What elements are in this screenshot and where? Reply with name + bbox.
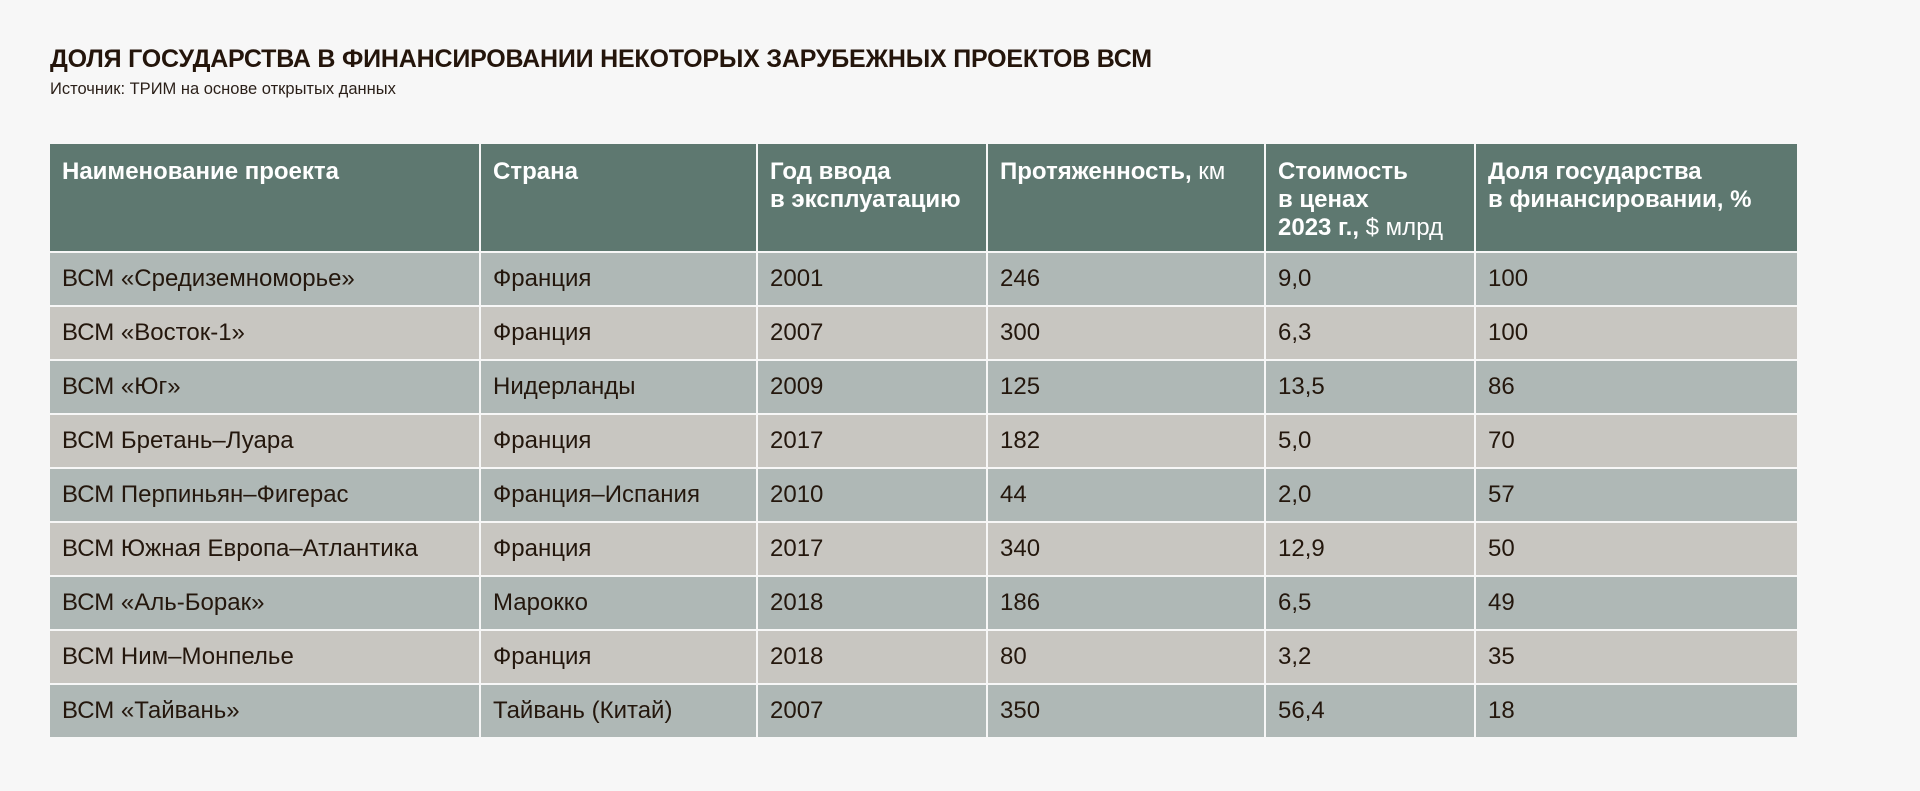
column-header-state-share: Доля государства в финансировании, % (1476, 144, 1797, 251)
cell-state-share: 100 (1476, 253, 1797, 305)
header-label-line1: Стоимость (1278, 158, 1408, 185)
cell-country: Франция–Испания (481, 469, 756, 521)
cell-state-share: 35 (1476, 631, 1797, 683)
header-label-line2: в финансировании, % (1488, 186, 1752, 213)
cell-year: 2018 (758, 577, 986, 629)
source-note: Источник: ТРИМ на основе открытых данных (50, 80, 396, 98)
cell-year: 2001 (758, 253, 986, 305)
cell-year: 2017 (758, 523, 986, 575)
cell-length: 300 (988, 307, 1264, 359)
cell-state-share: 50 (1476, 523, 1797, 575)
cell-project-name: ВСМ «Восток-1» (50, 307, 479, 359)
cell-cost: 12,9 (1266, 523, 1474, 575)
header-label: Страна (493, 158, 578, 185)
cell-length: 44 (988, 469, 1264, 521)
page-title: ДОЛЯ ГОСУДАРСТВА В ФИНАНСИРОВАНИИ НЕКОТО… (50, 45, 1152, 73)
cell-state-share: 100 (1476, 307, 1797, 359)
cell-length: 350 (988, 685, 1264, 737)
cell-cost: 2,0 (1266, 469, 1474, 521)
cell-year: 2007 (758, 685, 986, 737)
header-label: Протяженность, (1000, 158, 1192, 185)
cell-state-share: 70 (1476, 415, 1797, 467)
cell-country: Франция (481, 631, 756, 683)
table-row: ВСМ «Юг» Нидерланды 2009 125 13,5 86 (50, 361, 1797, 413)
cell-country: Франция (481, 415, 756, 467)
table-row: ВСМ Ним–Монпелье Франция 2018 80 3,2 35 (50, 631, 1797, 683)
column-header-length: Протяженность, км (988, 144, 1264, 251)
cell-length: 340 (988, 523, 1264, 575)
cell-project-name: ВСМ Южная Европа–Атлантика (50, 523, 479, 575)
cell-cost: 6,3 (1266, 307, 1474, 359)
table-header-row: Наименование проекта Страна Год ввода в … (50, 144, 1797, 251)
header-label-line3: 2023 г., (1278, 214, 1359, 241)
column-header-project-name: Наименование проекта (50, 144, 479, 251)
table-row: ВСМ «Аль-Борак» Марокко 2018 186 6,5 49 (50, 577, 1797, 629)
cell-length: 246 (988, 253, 1264, 305)
cell-state-share: 49 (1476, 577, 1797, 629)
cell-country: Марокко (481, 577, 756, 629)
cell-length: 125 (988, 361, 1264, 413)
cell-cost: 3,2 (1266, 631, 1474, 683)
cell-cost: 5,0 (1266, 415, 1474, 467)
cell-length: 186 (988, 577, 1264, 629)
cell-country: Франция (481, 253, 756, 305)
table-row: ВСМ Бретань–Луара Франция 2017 182 5,0 7… (50, 415, 1797, 467)
cell-project-name: ВСМ Бретань–Луара (50, 415, 479, 467)
cell-country: Тайвань (Китай) (481, 685, 756, 737)
cell-year: 2007 (758, 307, 986, 359)
table-row: ВСМ Перпиньян–Фигерас Франция–Испания 20… (50, 469, 1797, 521)
header-unit: $ млрд (1359, 214, 1443, 241)
column-header-cost: Стоимость в ценах 2023 г., $ млрд (1266, 144, 1474, 251)
cell-cost: 13,5 (1266, 361, 1474, 413)
cell-project-name: ВСМ «Аль-Борак» (50, 577, 479, 629)
cell-cost: 6,5 (1266, 577, 1474, 629)
cell-cost: 56,4 (1266, 685, 1474, 737)
cell-length: 80 (988, 631, 1264, 683)
table-row: ВСМ «Восток-1» Франция 2007 300 6,3 100 (50, 307, 1797, 359)
cell-year: 2009 (758, 361, 986, 413)
cell-state-share: 18 (1476, 685, 1797, 737)
cell-project-name: ВСМ «Средиземноморье» (50, 253, 479, 305)
table-row: ВСМ «Тайвань» Тайвань (Китай) 2007 350 5… (50, 685, 1797, 737)
cell-year: 2018 (758, 631, 986, 683)
header-unit: км (1191, 158, 1226, 185)
projects-table: Наименование проекта Страна Год ввода в … (48, 142, 1799, 739)
header-label: Наименование проекта (62, 158, 340, 185)
column-header-year: Год ввода в эксплуатацию (758, 144, 986, 251)
cell-project-name: ВСМ Ним–Монпелье (50, 631, 479, 683)
cell-state-share: 57 (1476, 469, 1797, 521)
cell-length: 182 (988, 415, 1264, 467)
cell-country: Франция (481, 307, 756, 359)
cell-country: Нидерланды (481, 361, 756, 413)
cell-project-name: ВСМ Перпиньян–Фигерас (50, 469, 479, 521)
header-label-line2: в ценах (1278, 186, 1369, 213)
cell-country: Франция (481, 523, 756, 575)
cell-project-name: ВСМ «Тайвань» (50, 685, 479, 737)
header-label-line1: Год ввода (770, 158, 891, 185)
table-row: ВСМ «Средиземноморье» Франция 2001 246 9… (50, 253, 1797, 305)
table-row: ВСМ Южная Европа–Атлантика Франция 2017 … (50, 523, 1797, 575)
column-header-country: Страна (481, 144, 756, 251)
header-label-line1: Доля государства (1488, 158, 1702, 185)
header-label-line2: в эксплуатацию (770, 186, 961, 213)
cell-year: 2017 (758, 415, 986, 467)
cell-year: 2010 (758, 469, 986, 521)
cell-project-name: ВСМ «Юг» (50, 361, 479, 413)
cell-state-share: 86 (1476, 361, 1797, 413)
cell-cost: 9,0 (1266, 253, 1474, 305)
